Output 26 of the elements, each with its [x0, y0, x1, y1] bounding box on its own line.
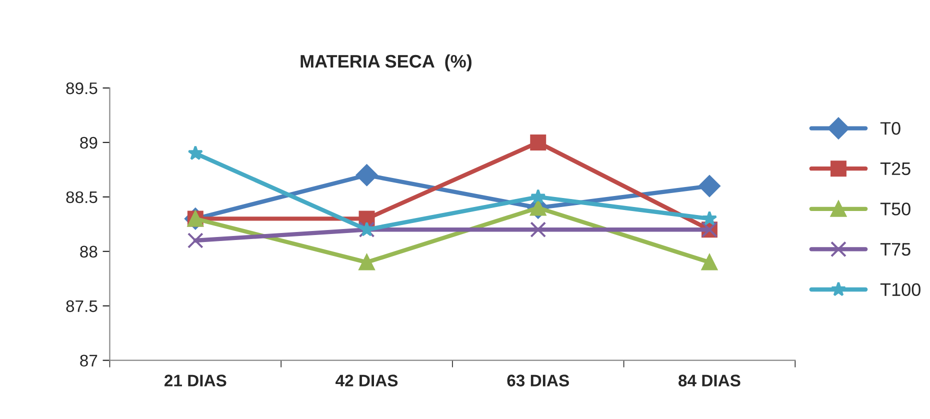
legend-label: T25	[880, 162, 910, 176]
x-tick-label: 21 DIAS	[164, 374, 226, 386]
point	[356, 164, 378, 186]
y-tick-label: 88.5	[66, 191, 98, 204]
point	[702, 210, 718, 226]
point	[188, 145, 204, 160]
legend-label: T0	[880, 122, 900, 135]
y-tick-label: 88	[80, 246, 98, 258]
legend-label: T100	[880, 283, 920, 296]
x-tick-label: 42 DIAS	[336, 374, 398, 386]
point	[530, 188, 546, 204]
y-tick-label: 87.5	[66, 300, 98, 312]
y-tick-label: 87	[80, 354, 98, 367]
chart-title: MATERIA SECA (%)	[300, 54, 472, 72]
point	[187, 232, 204, 248]
legend-label: T75	[880, 243, 910, 256]
point	[530, 222, 546, 238]
legend-label: T50	[880, 202, 910, 216]
point	[530, 134, 546, 150]
point	[698, 175, 720, 197]
y-tick-label: 89.5	[66, 82, 98, 94]
point	[701, 254, 718, 270]
x-tick-label: 63 DIAS	[507, 374, 569, 386]
point	[358, 254, 375, 270]
y-tick-label: 89	[80, 136, 98, 149]
x-tick-label: 84 DIAS	[678, 374, 740, 386]
